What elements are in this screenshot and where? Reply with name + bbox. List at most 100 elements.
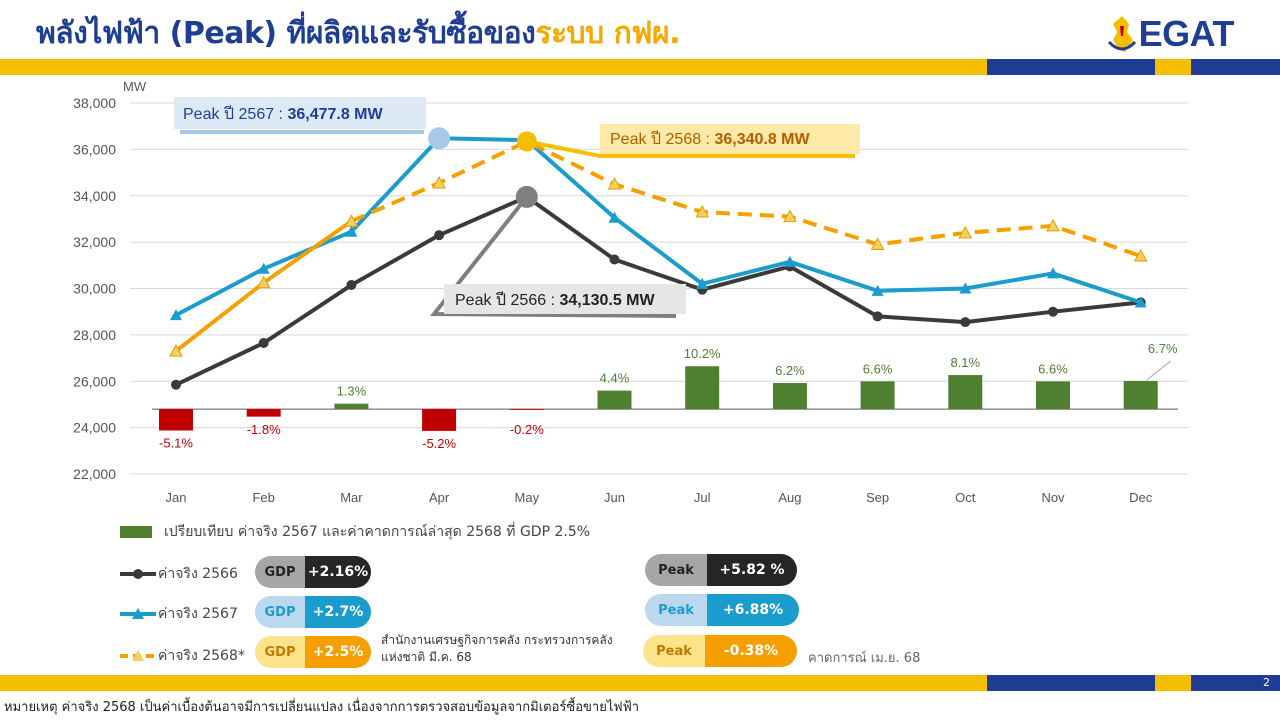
y-tick-label: 26,000 [73,373,116,389]
y-axis-unit: MW [123,79,147,94]
gdp-2566-label: GDP [255,556,305,588]
series-2567-line [175,136,1142,317]
y-tick-label: 22,000 [73,466,116,482]
series-2568-point [1133,248,1148,262]
x-tick-label: Jan [166,490,187,505]
peak-2568-callout-text: Peak ปี 2568 : 36,340.8 MW [610,130,811,148]
growth-bar-label: -1.8% [247,422,281,437]
series-2567-point [257,262,270,274]
growth-bar [948,375,983,410]
title-accent: ระบบ กฟผ. [535,16,680,51]
legend-bar-swatch [120,526,152,538]
peak-2567-value: +6.88% [707,594,799,626]
gdp-2567-label: GDP [255,596,305,628]
series-2568-point [958,225,973,239]
series-2566-point [960,317,971,328]
peak-2567-callout-box [174,97,426,129]
peak-2568-callout-box [600,124,860,154]
peak-2566-callout-box [444,284,686,314]
peak-2567-marker [428,127,451,150]
series-2566-point [609,254,620,265]
series-2568-point [695,204,710,218]
series-2568-point [432,175,446,189]
growth-bar [159,409,193,431]
title-main: พลังไฟฟ้า (Peak) ที่ผลิตและรับซื้อของ [36,16,536,51]
growth-bar-label: 8.1% [950,355,980,370]
gdp-2566-pill: GDP +2.16% [255,556,371,588]
series-2567-point [345,225,358,237]
growth-bar-label: 6.6% [1038,361,1068,376]
growth-bar-label: 6.2% [775,363,805,378]
growth-bar-label: -5.2% [422,436,456,451]
page-number: 2 [1263,676,1270,689]
bottom-stripe-gold [0,675,987,691]
x-tick-label: May [515,490,540,505]
series-2568-point [256,275,271,289]
gdp-source-text: สำนักงานเศรษฐกิจการคลัง กระทรวงการคลัง แ… [381,633,613,664]
series-2566-point [346,280,357,291]
peak-2566-leader [429,195,677,318]
series-2568-point [344,214,359,227]
gdp-2566-value: +2.16% [305,556,371,588]
bottom-stripe-navy-2 [1191,675,1280,691]
growth-bar-label: 6.6% [863,361,893,376]
peak-2568-value: -0.38% [705,635,797,667]
peak-2567-callout-underline [180,130,424,134]
peak-power-chart: 22,000 24,000 26,000 28,000 30,000 32,000 34,0… [73,79,1188,505]
x-tick-label: Jun [604,490,625,505]
series-2568-point [607,177,622,190]
peak-2568-label: Peak [643,635,705,667]
legend-2568-marker-icon [120,650,156,661]
y-tick-label: 24,000 [73,420,116,436]
y-tick-label: 32,000 [73,234,116,250]
growth-bar [772,383,807,410]
legend-2567-row: ค่าจริง 2567 [118,603,238,625]
legend-bar-row: เปรียบเทียบ ค่าจริง 2567 และค่าคาดการณ์ล… [120,521,590,543]
series-2568-line-forecast [350,139,1142,258]
growth-bar-label: 4.4% [600,371,630,386]
series-2567-point [608,211,621,223]
growth-bar [422,409,457,431]
series-2567-point [959,282,972,294]
peak-2567-pill: Peak +6.88% [645,594,799,626]
egat-emblem-icon [1107,16,1136,52]
top-stripe-navy-1 [987,59,1155,75]
x-tick-label: Mar [340,490,363,505]
gdp-2567-pill: GDP +2.7% [255,596,371,628]
growth-bar-label: 1.3% [337,384,367,399]
growth-bar-label: -5.1% [159,435,193,450]
growth-bar-label: 6.7% [1148,341,1178,356]
legend-2568-row: ค่าจริง 2568* [118,645,245,667]
growth-bar [685,366,720,410]
peak-2566-label: Peak [645,554,707,586]
logo-text: EGAT [1138,13,1235,54]
peak-2568-pill: Peak -0.38% [643,635,797,667]
series-2568-point [870,237,885,250]
peak-2566-value: +5.82 % [707,554,797,586]
legend-2566-label: ค่าจริง 2566 [158,566,238,582]
x-tick-label: Aug [778,490,801,505]
x-tick-label: Oct [955,490,976,505]
legend-bar-label: เปรียบเทียบ ค่าจริง 2567 และค่าคาดการณ์ล… [164,524,591,540]
gdp-2568-pill: GDP +2.5% [255,636,371,668]
peak-2567-label: Peak [645,594,707,626]
y-tick-label: 38,000 [73,95,116,111]
x-tick-label: Dec [1129,490,1153,505]
growth-bar [1036,381,1070,410]
y-tick-label: 34,000 [73,188,116,204]
x-tick-label: Jul [694,490,711,505]
series-2568-point [783,209,797,223]
peak-2568-leader [526,139,855,158]
series-2566-point [872,311,883,322]
series-2567-point [871,284,884,296]
growth-bar [509,409,544,410]
series-2566-point [1048,306,1058,317]
series-2567-point [170,309,182,321]
legend-2566-row: ค่าจริง 2566 [118,563,238,585]
y-tick-label: 30,000 [73,281,116,297]
y-tick-label: 28,000 [73,327,116,343]
gdp-2568-label: GDP [255,636,305,668]
growth-bar [597,390,632,410]
x-tick-label: Sep [866,490,889,505]
series-2566-point [434,230,445,241]
